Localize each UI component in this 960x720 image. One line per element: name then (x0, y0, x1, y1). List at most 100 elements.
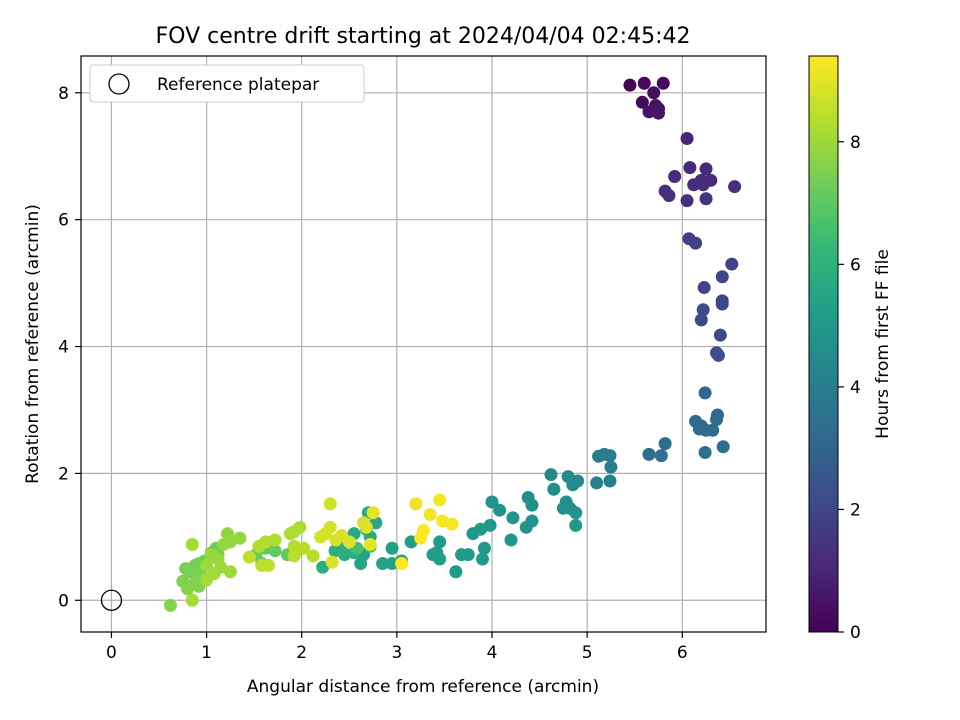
data-point (683, 161, 696, 174)
data-point (698, 281, 711, 294)
y-axis-ticks: 0 2 4 6 8 (58, 84, 81, 611)
x-axis-ticks: 0 1 2 3 4 5 6 (106, 632, 688, 663)
data-point (449, 565, 462, 578)
x-tick-label: 0 (106, 643, 117, 663)
data-point (409, 497, 422, 510)
data-point (343, 535, 356, 548)
data-point (433, 553, 446, 566)
data-point (657, 77, 670, 90)
data-point (525, 499, 538, 512)
data-point (314, 530, 327, 543)
plot-frame (81, 56, 766, 632)
x-tick-label: 1 (201, 643, 212, 663)
data-point (716, 270, 729, 283)
y-tick-label: 4 (58, 338, 69, 358)
data-point (307, 549, 320, 562)
data-point (478, 542, 491, 555)
data-point (662, 189, 675, 202)
data-point (652, 107, 665, 120)
chart-title: FOV centre drift starting at 2024/04/04 … (156, 24, 691, 49)
data-point (569, 519, 582, 532)
data-point (655, 449, 668, 462)
data-point (712, 349, 725, 362)
data-point (659, 437, 672, 450)
data-point (446, 518, 459, 531)
colorbar-tick-label: 2 (850, 500, 861, 520)
data-point (354, 557, 367, 570)
data-point (700, 162, 713, 175)
data-point (284, 527, 297, 540)
colorbar-ticks: 0 2 4 6 8 (838, 133, 861, 643)
drift-scatter-chart: FOV centre drift starting at 2024/04/04 … (0, 0, 960, 720)
y-tick-label: 8 (58, 84, 69, 104)
data-point (603, 449, 616, 462)
x-tick-label: 3 (391, 643, 402, 663)
x-tick-label: 6 (677, 643, 688, 663)
y-tick-label: 0 (58, 591, 69, 611)
data-point (243, 551, 256, 564)
data-point (642, 448, 655, 461)
colorbar-tick-label: 8 (850, 133, 861, 153)
data-point (681, 194, 694, 207)
data-point (414, 532, 427, 545)
y-axis-label: Rotation from reference (arcmin) (23, 204, 43, 484)
data-point (681, 132, 694, 145)
colorbar-gradient (809, 56, 838, 632)
data-point (699, 446, 712, 459)
data-point (324, 497, 337, 510)
data-points (164, 77, 741, 612)
data-point (255, 559, 268, 572)
data-point (288, 549, 301, 562)
data-point (200, 573, 213, 586)
data-point (186, 594, 199, 607)
data-point (728, 180, 741, 193)
colorbar-label: Hours from first FF file (873, 249, 893, 439)
data-point (493, 504, 506, 517)
data-point (186, 538, 199, 551)
x-tick-label: 2 (296, 643, 307, 663)
data-point (395, 557, 408, 570)
data-point (700, 192, 713, 205)
data-point (714, 329, 727, 342)
colorbar-tick-label: 4 (850, 378, 861, 398)
data-point (647, 86, 660, 99)
data-point (329, 534, 342, 547)
data-point (716, 298, 729, 311)
data-point (164, 599, 177, 612)
data-point (566, 478, 579, 491)
colorbar-tick-label: 6 (850, 255, 861, 275)
data-point (386, 542, 399, 555)
data-point (725, 258, 738, 271)
colorbar-tick-label: 0 (850, 623, 861, 643)
x-tick-label: 4 (487, 643, 498, 663)
data-point (706, 424, 719, 437)
data-point (623, 79, 636, 92)
x-axis-label: Angular distance from reference (arcmin) (247, 677, 599, 697)
data-point (367, 506, 380, 519)
data-point (717, 440, 730, 453)
data-point (466, 527, 479, 540)
data-point (689, 237, 702, 250)
data-point (455, 548, 468, 561)
data-point (505, 534, 518, 547)
grid-lines (81, 56, 766, 632)
data-point (376, 557, 389, 570)
data-point (699, 386, 712, 399)
data-point (181, 582, 194, 595)
data-point (224, 565, 237, 578)
data-point (544, 468, 557, 481)
data-point (590, 476, 603, 489)
y-tick-label: 2 (58, 464, 69, 484)
data-point (695, 313, 708, 326)
legend: Reference platepar (90, 65, 364, 102)
data-point (697, 178, 710, 191)
x-tick-label: 5 (582, 643, 593, 663)
data-point (668, 170, 681, 183)
y-tick-label: 6 (58, 211, 69, 231)
data-point (252, 540, 265, 553)
data-point (433, 494, 446, 507)
data-point (217, 538, 230, 551)
data-point (638, 77, 651, 90)
data-point (604, 461, 617, 474)
data-point (506, 511, 519, 524)
